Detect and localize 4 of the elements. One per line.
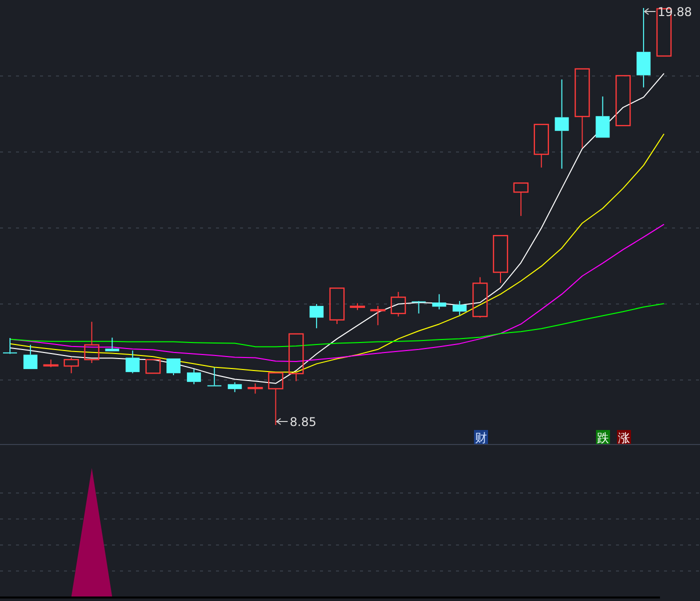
annotation: 8.85	[290, 414, 316, 429]
text: 跌	[597, 431, 609, 445]
text: 财	[475, 431, 487, 445]
text: 涨	[618, 431, 630, 445]
